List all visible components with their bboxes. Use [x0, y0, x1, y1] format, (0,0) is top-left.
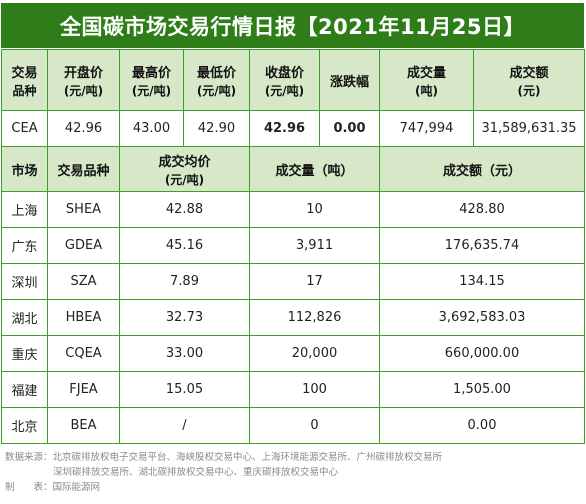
amount-cell: 660,000.00	[379, 335, 585, 372]
table-row: 福建 FJEA 15.05 100 1,505.00	[1, 371, 585, 408]
product-cell: CQEA	[47, 335, 120, 372]
table-row: 上海 SHEA 42.88 10 428.80	[1, 191, 585, 228]
product-cell: SZA	[47, 263, 120, 300]
amount-cell: 31,589,631.35	[473, 110, 585, 147]
avg-price-cell: 7.89	[119, 263, 250, 300]
amount-cell: 3,692,583.03	[379, 299, 585, 336]
open-price-cell: 42.96	[47, 110, 120, 147]
amount-cell: 176,635.74	[379, 227, 585, 264]
report-title: 全国碳市场交易行情日报【2021年11月25日】	[1, 3, 584, 48]
header-cell: 成交均价 (元/吨)	[119, 146, 250, 192]
volume-cell: 17	[249, 263, 380, 300]
header-cell: 最低价 (元/吨)	[183, 49, 250, 111]
product-cell: SHEA	[47, 191, 120, 228]
national-market-table: 交易 品种 开盘价 (元/吨) 最高价 (元/吨) 最低价 (元/吨) 收盘价 (元/吨)…	[1, 49, 585, 147]
volume-cell: 747,994	[379, 110, 474, 147]
product-cell: CEA	[1, 110, 48, 147]
volume-cell: 112,826	[249, 299, 380, 336]
table-row: 湖北 HBEA 32.73 112,826 3,692,583.03	[1, 299, 585, 336]
table-row: 广东 GDEA 45.16 3,911 176,635.74	[1, 227, 585, 264]
product-cell: HBEA	[47, 299, 120, 336]
header-cell: 成交量 (吨)	[379, 49, 474, 111]
low-price-cell: 42.90	[183, 110, 250, 147]
market-cell: 福建	[1, 371, 48, 408]
avg-price-cell: 33.00	[119, 335, 250, 372]
amount-cell: 0.00	[379, 407, 585, 444]
market-cell: 重庆	[1, 335, 48, 372]
data-source-line: 深圳碳排放交易所、湖北碳排放权交易中心、重庆碳排放权交易中心	[53, 467, 339, 478]
header-cell: 涨跌幅	[319, 49, 380, 111]
header-cell: 最高价 (元/吨)	[119, 49, 184, 111]
volume-cell: 3,911	[249, 227, 380, 264]
close-price-cell: 42.96	[249, 110, 320, 147]
table-row: 重庆 CQEA 33.00 20,000 660,000.00	[1, 335, 585, 372]
header-cell: 交易品种	[47, 146, 120, 192]
market-cell: 深圳	[1, 263, 48, 300]
table-row: 北京 BEA / 0 0.00	[1, 407, 585, 444]
volume-cell: 100	[249, 371, 380, 408]
market-cell: 上海	[1, 191, 48, 228]
amount-cell: 134.15	[379, 263, 585, 300]
header-cell: 成交量（吨）	[249, 146, 380, 192]
data-source-line: 数据来源：北京碳排放权电子交易平台、海峡股权交易中心、上海环境能源交易所、广州碳…	[5, 452, 443, 463]
header-cell: 开盘价 (元/吨)	[47, 49, 120, 111]
header-cell: 收盘价 (元/吨)	[249, 49, 320, 111]
header-cell: 成交额 (元)	[473, 49, 585, 111]
change-cell: 0.00	[319, 110, 380, 147]
avg-price-cell: 42.88	[119, 191, 250, 228]
volume-cell: 20,000	[249, 335, 380, 372]
market-cell: 湖北	[1, 299, 48, 336]
product-cell: FJEA	[47, 371, 120, 408]
high-price-cell: 43.00	[119, 110, 184, 147]
regional-market-table: 市场 交易品种 成交均价 (元/吨) 成交量（吨） 成交额（元） 上海 SHEA …	[1, 146, 585, 444]
national-header-row: 交易 品种 开盘价 (元/吨) 最高价 (元/吨) 最低价 (元/吨) 收盘价 (元/吨)…	[1, 49, 585, 111]
regional-header-row: 市场 交易品种 成交均价 (元/吨) 成交量（吨） 成交额（元）	[1, 146, 585, 192]
amount-cell: 428.80	[379, 191, 585, 228]
header-cell: 交易品种	[1, 49, 48, 111]
volume-cell: 10	[249, 191, 380, 228]
table-maker-line: 制 表：国际能源网	[5, 482, 101, 493]
avg-price-cell: 32.73	[119, 299, 250, 336]
market-cell: 北京	[1, 407, 48, 444]
header-cell: 市场	[1, 146, 48, 192]
national-data-row: CEA 42.96 43.00 42.90 42.96 0.00 747,994…	[1, 110, 585, 147]
avg-price-cell: /	[119, 407, 250, 444]
avg-price-cell: 15.05	[119, 371, 250, 408]
market-cell: 广东	[1, 227, 48, 264]
header-cell: 成交额（元）	[379, 146, 585, 192]
product-cell: GDEA	[47, 227, 120, 264]
volume-cell: 0	[249, 407, 380, 444]
table-row: 深圳 SZA 7.89 17 134.15	[1, 263, 585, 300]
avg-price-cell: 45.16	[119, 227, 250, 264]
footer-notes: 数据来源：北京碳排放权电子交易平台、海峡股权交易中心、上海环境能源交易所、广州碳…	[5, 450, 580, 495]
amount-cell: 1,505.00	[379, 371, 585, 408]
product-cell: BEA	[47, 407, 120, 444]
